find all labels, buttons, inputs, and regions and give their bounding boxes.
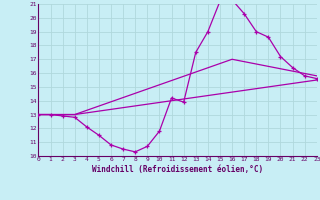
X-axis label: Windchill (Refroidissement éolien,°C): Windchill (Refroidissement éolien,°C) (92, 165, 263, 174)
